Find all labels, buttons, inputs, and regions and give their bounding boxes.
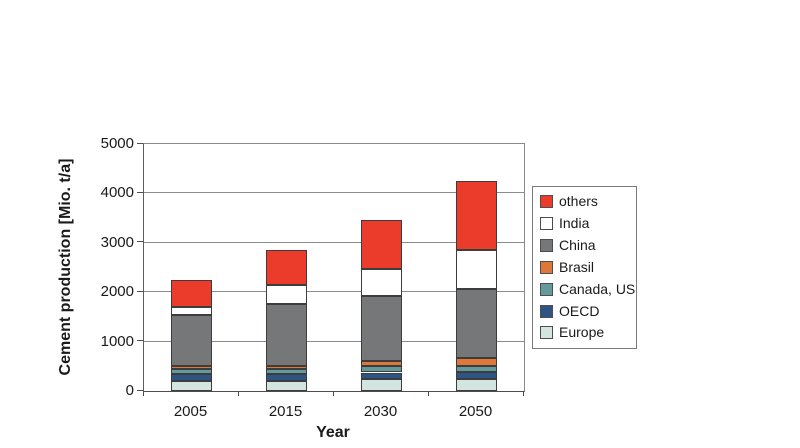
bar-segment-2005-others: [171, 279, 212, 308]
legend-box: others India China Brasil Canada, US OECD Euro…: [532, 186, 637, 349]
legend-item-others: others: [540, 194, 636, 209]
gridline-1000: [144, 340, 524, 342]
legend-label-canada-us: Canada, US: [559, 280, 636, 297]
bar-segment-2015-india: [266, 284, 307, 304]
bar-segment-2015-canada-us: [266, 369, 307, 375]
bar-segment-2005-china: [171, 315, 212, 367]
bar-segment-2005-europe: [171, 380, 212, 391]
gridline-4000: [144, 192, 524, 194]
x-axis-tick-2: [333, 391, 334, 396]
bar-segment-2030-others: [361, 220, 402, 269]
bar-segment-2030-india: [361, 268, 402, 297]
bar-segment-2030-oecd: [361, 372, 402, 380]
bar-segment-2005-oecd: [171, 374, 212, 381]
x-tick-label-2015: 2015: [268, 403, 303, 420]
bar-segment-2015-brasil: [266, 365, 307, 370]
bar-2015: [266, 144, 307, 391]
gridline-3000: [144, 241, 524, 243]
legend-label-india: India: [559, 215, 590, 232]
legend-label-europe: Europe: [559, 324, 605, 341]
bar-segment-2005-brasil: [171, 366, 212, 369]
y-tick-label-0: 0: [125, 382, 134, 399]
bar-segment-2030-europe: [361, 379, 402, 391]
bar-segment-2015-others: [266, 249, 307, 285]
bar-segment-2030-brasil: [361, 360, 402, 366]
legend-swatch-others: [540, 195, 553, 209]
x-axis-tick-1: [238, 391, 239, 396]
legend-swatch-europe: [540, 326, 553, 340]
legend-label-oecd: OECD: [559, 302, 600, 319]
legend-item-brasil: Brasil: [540, 258, 636, 275]
legend-item-canada-us: Canada, US: [540, 280, 636, 297]
bar-segment-2015-oecd: [266, 374, 307, 381]
legend-item-india: India: [540, 216, 636, 231]
bar-segment-2050-china: [456, 289, 497, 359]
x-tick-label-2050: 2050: [458, 403, 493, 420]
bar-segment-2005-canada-us: [171, 368, 212, 375]
bar-segment-2030-china: [361, 296, 402, 361]
y-axis-tick-0: [137, 389, 143, 391]
y-axis-tick-4000: [137, 191, 143, 193]
legend-item-europe: Europe: [540, 325, 636, 340]
legend-swatch-brasil: [540, 260, 553, 274]
plot-area: [143, 143, 525, 392]
bar-segment-2050-brasil: [456, 358, 497, 366]
x-axis-title: Year: [316, 424, 350, 441]
legend-label-brasil: Brasil: [559, 258, 595, 275]
legend-swatch-india: [540, 217, 553, 231]
bar-2050: [456, 144, 497, 391]
bar-segment-2050-india: [456, 249, 497, 289]
legend-item-oecd: OECD: [540, 302, 636, 319]
bar-segment-2015-europe: [266, 380, 307, 391]
bar-2005: [171, 144, 212, 391]
y-axis-title: Cement production [Mio. t/a]: [57, 158, 74, 376]
legend-item-china: China: [540, 238, 636, 253]
bar-2030: [361, 144, 402, 391]
gridline-2000: [144, 291, 524, 293]
x-tick-label-2030: 2030: [363, 403, 398, 420]
bar-segment-2050-europe: [456, 379, 497, 391]
bar-segment-2050-others: [456, 180, 497, 250]
bar-segment-2030-canada-us: [361, 365, 402, 373]
legend-swatch-canada-us: [540, 282, 553, 296]
x-axis-tick-4: [523, 391, 524, 396]
bar-segment-2015-china: [266, 303, 307, 366]
y-axis-tick-1000: [137, 340, 143, 342]
y-tick-label-2000: 2000: [100, 283, 134, 301]
y-tick-label-4000: 4000: [100, 184, 134, 202]
y-tick-label-3000: 3000: [100, 233, 134, 251]
y-axis-tick-5000: [137, 142, 143, 144]
bar-segment-2050-canada-us: [456, 365, 497, 372]
bar-segment-2050-oecd: [456, 371, 497, 380]
x-axis-tick-0: [143, 391, 144, 396]
y-tick-label-5000: 5000: [100, 135, 134, 152]
y-axis-tick-3000: [137, 241, 143, 243]
legend-swatch-china: [540, 239, 553, 253]
legend-label-others: others: [559, 193, 598, 210]
x-axis-tick-3: [428, 391, 429, 396]
x-tick-label-2005: 2005: [173, 403, 208, 420]
bar-segment-2005-india: [171, 307, 212, 316]
y-axis-tick-2000: [137, 290, 143, 292]
legend-label-china: China: [559, 237, 596, 254]
legend-swatch-oecd: [540, 304, 553, 318]
y-tick-label-1000: 1000: [100, 332, 134, 350]
